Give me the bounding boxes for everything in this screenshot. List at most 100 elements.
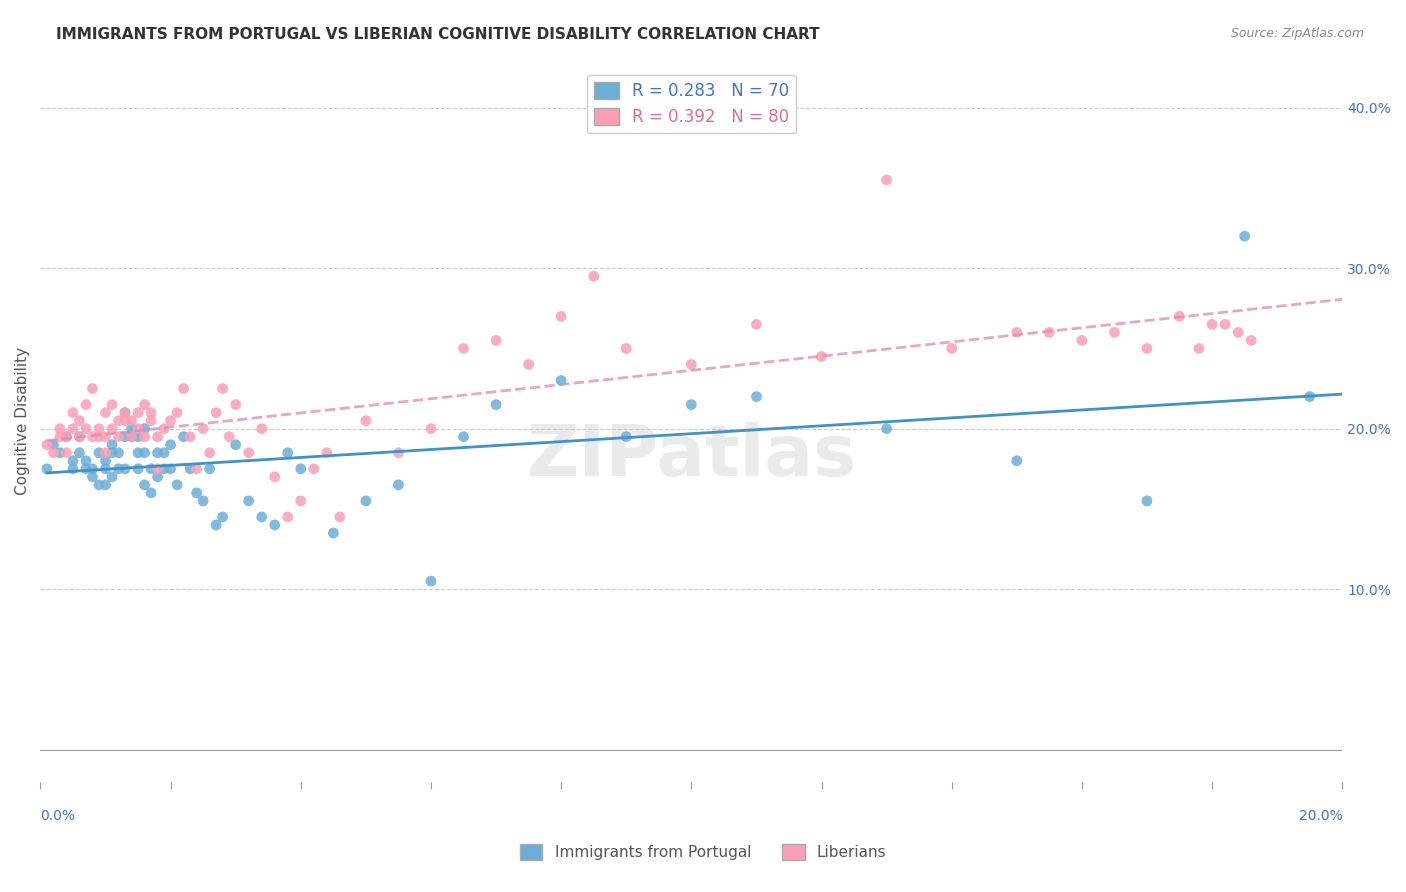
Point [179,430,201,444]
Point [121,422,143,436]
Point [101,470,124,484]
Point [101,398,124,412]
Point [218,430,240,444]
Point [69,430,91,444]
Point [94,430,117,444]
Point [82,470,104,484]
Point [134,446,156,460]
Point [87,430,110,444]
Legend: R = 0.283   N = 70, R = 0.392   N = 80: R = 0.283 N = 70, R = 0.392 N = 80 [586,75,796,133]
Point [211,382,233,396]
Point [941,342,963,356]
Point [82,382,104,396]
Point [173,382,195,396]
Point [94,446,117,460]
Point [1168,310,1191,324]
Point [186,462,208,476]
Point [191,422,214,436]
Point [1227,326,1250,340]
Point [127,446,149,460]
Point [179,462,201,476]
Point [114,406,136,420]
Point [87,478,110,492]
Point [263,518,285,533]
Point [329,510,352,524]
Point [198,446,221,460]
Point [114,462,136,476]
Point [453,342,475,356]
Point [876,422,898,436]
Point [159,438,181,452]
Point [139,462,162,476]
Point [876,173,898,187]
Point [139,406,162,420]
Point [614,342,637,356]
Point [75,422,97,436]
Point [1136,342,1159,356]
Point [114,406,136,420]
Text: 0.0%: 0.0% [41,809,76,823]
Point [1213,318,1236,332]
Point [62,406,84,420]
Point [263,470,285,484]
Point [166,478,188,492]
Point [238,494,260,508]
Point [94,462,117,476]
Point [159,462,181,476]
Point [250,422,273,436]
Point [107,462,129,476]
Point [159,414,181,428]
Point [107,446,129,460]
Point [69,430,91,444]
Point [322,526,344,541]
Point [485,334,508,348]
Point [225,398,247,412]
Point [75,454,97,468]
Point [1233,229,1256,244]
Point [42,446,65,460]
Point [146,446,169,460]
Point [55,430,77,444]
Point [75,398,97,412]
Point [153,422,176,436]
Point [82,462,104,476]
Point [62,422,84,436]
Point [681,358,703,372]
Point [198,462,221,476]
Point [354,494,377,508]
Point [114,414,136,428]
Text: 20.0%: 20.0% [1299,809,1343,823]
Point [94,406,117,420]
Point [101,438,124,452]
Point [153,462,176,476]
Point [290,494,312,508]
Point [127,430,149,444]
Point [62,462,84,476]
Point [101,422,124,436]
Point [191,494,214,508]
Point [238,446,260,460]
Point [186,486,208,500]
Point [134,398,156,412]
Point [1299,390,1322,404]
Point [121,430,143,444]
Point [1038,326,1060,340]
Point [127,422,149,436]
Point [87,446,110,460]
Point [1005,454,1028,468]
Point [75,462,97,476]
Point [225,438,247,452]
Point [517,358,540,372]
Point [55,430,77,444]
Point [69,446,91,460]
Point [127,462,149,476]
Point [302,462,325,476]
Point [1240,334,1263,348]
Point [290,462,312,476]
Point [550,374,572,388]
Point [745,318,768,332]
Point [277,510,299,524]
Point [810,350,832,364]
Point [614,430,637,444]
Point [69,414,91,428]
